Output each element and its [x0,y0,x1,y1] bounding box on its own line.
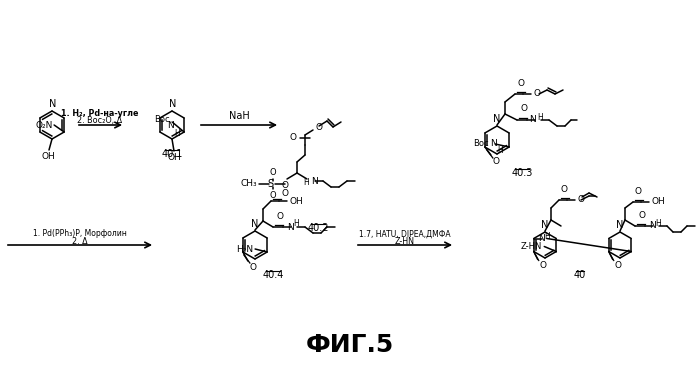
Text: H: H [545,232,550,241]
Text: O: O [521,104,528,113]
Text: H: H [303,178,309,187]
Text: H₂N: H₂N [236,245,253,254]
Text: ФИГ.5: ФИГ.5 [306,333,394,357]
Text: OH: OH [289,196,302,205]
Text: N: N [169,99,176,109]
Text: N: N [311,177,318,185]
Text: O: O [533,89,540,99]
Text: 1. H₂, Pd-на-угле: 1. H₂, Pd-на-угле [62,108,139,118]
Text: Boc: Boc [473,138,489,147]
Text: 1.7, HATU, DIPEA,ДМФА: 1.7, HATU, DIPEA,ДМФА [359,230,451,238]
Text: O: O [577,196,584,204]
Text: O: O [493,157,500,166]
Text: H: H [497,146,503,155]
Text: O₂N: O₂N [36,120,53,130]
Text: O: O [634,187,641,196]
Text: O: O [517,79,524,88]
Text: O: O [270,168,276,177]
Text: O: O [540,261,547,270]
Text: N: N [530,115,536,124]
Text: OH: OH [41,152,55,161]
Text: H: H [174,129,180,138]
Text: 40.1: 40.1 [161,149,183,159]
Text: O: O [276,212,284,221]
Text: H: H [537,112,542,122]
Text: H: H [655,219,661,227]
Text: N: N [616,220,624,230]
Text: N: N [490,138,496,147]
Text: Boc: Boc [154,115,170,123]
Text: O: O [615,261,622,270]
Text: H: H [293,219,299,228]
Text: O: O [270,191,276,200]
Text: Z-HN: Z-HN [395,238,415,246]
Text: O: O [638,211,645,220]
Text: 2. Boc₂O, Δ: 2. Boc₂O, Δ [78,116,122,126]
Text: N: N [251,219,259,229]
Text: Z-HN: Z-HN [521,242,542,251]
Text: O: O [250,263,257,272]
Text: O: O [281,189,288,198]
Text: N: N [649,222,655,231]
Text: NaH: NaH [229,111,249,121]
Text: CH₃: CH₃ [240,180,257,188]
Text: 40.3: 40.3 [511,168,533,178]
Text: 40.4: 40.4 [262,270,284,280]
Text: OH: OH [651,197,665,207]
Text: N: N [538,234,545,243]
Text: O: O [281,181,288,190]
Text: 2. Δ: 2. Δ [72,237,88,246]
Text: S: S [267,179,273,189]
Text: O: O [315,123,322,132]
Text: N: N [49,99,57,109]
Text: OH: OH [167,153,181,162]
Text: N: N [541,220,549,230]
Text: O: O [290,134,297,142]
Text: N: N [494,114,500,124]
Text: 1. Pd(PPh₃)P, Морфолин: 1. Pd(PPh₃)P, Морфолин [33,228,127,238]
Text: O: O [561,185,568,194]
Text: N: N [286,223,293,231]
Text: N: N [167,122,174,131]
Text: 40: 40 [574,270,586,280]
Text: 40.2: 40.2 [307,223,329,233]
